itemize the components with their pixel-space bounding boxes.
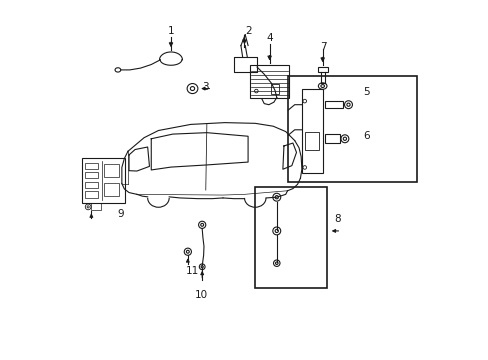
Bar bbox=[233, 57, 257, 72]
Bar bbox=[85, 163, 98, 169]
Bar bbox=[85, 192, 98, 198]
Text: 11: 11 bbox=[185, 266, 199, 276]
Bar bbox=[82, 158, 124, 203]
Bar bbox=[255, 187, 326, 288]
Bar bbox=[325, 101, 343, 108]
Text: 3: 3 bbox=[202, 82, 208, 92]
Bar bbox=[91, 203, 101, 211]
Text: 8: 8 bbox=[334, 214, 340, 224]
Bar bbox=[305, 132, 319, 149]
Bar bbox=[249, 65, 289, 98]
Bar bbox=[325, 134, 339, 143]
Bar bbox=[85, 172, 98, 178]
Text: 9: 9 bbox=[117, 209, 124, 219]
Text: 5: 5 bbox=[363, 87, 369, 97]
Bar bbox=[104, 183, 119, 196]
Text: 10: 10 bbox=[195, 291, 207, 301]
Text: 6: 6 bbox=[363, 131, 369, 141]
Bar bbox=[271, 84, 279, 94]
Text: 2: 2 bbox=[244, 26, 251, 36]
Bar bbox=[317, 67, 327, 72]
Bar bbox=[287, 76, 416, 182]
Text: 4: 4 bbox=[266, 33, 272, 43]
Bar bbox=[104, 164, 119, 177]
Text: 7: 7 bbox=[320, 42, 326, 52]
Text: 1: 1 bbox=[167, 26, 174, 36]
Bar bbox=[301, 89, 323, 173]
Bar bbox=[85, 182, 98, 188]
